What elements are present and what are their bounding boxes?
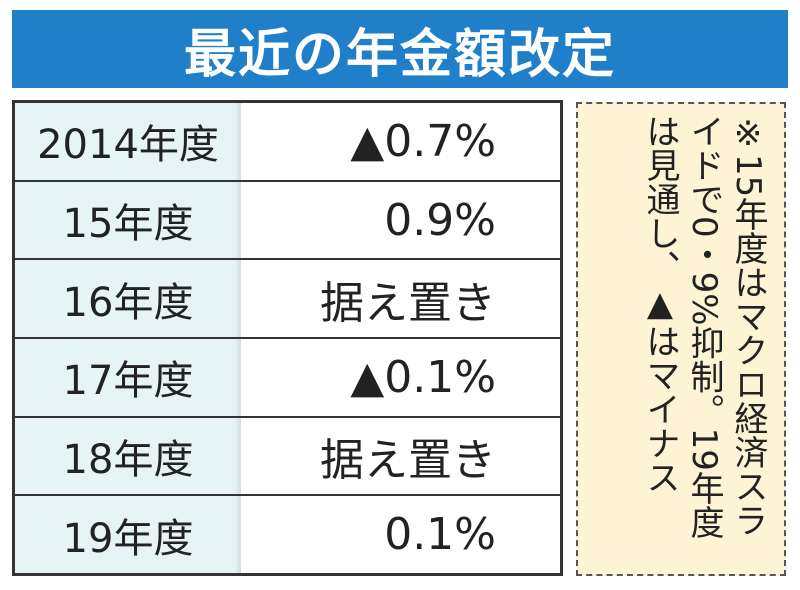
value-cell-2014: ▲0.7% [350, 115, 496, 167]
table-row: 2014年度 ▲0.7% [15, 103, 560, 182]
table-row: 16年度 据え置き [15, 260, 560, 340]
value-cell-2018: 据え置き [320, 435, 496, 487]
year-cell-2015: 15年度 [15, 181, 241, 259]
year-cell-2016: 16年度 [15, 260, 241, 338]
table-row: 15年度 0.9% [15, 181, 560, 261]
value-cell-2019: 0.1% [384, 509, 496, 561]
year-cell-2019: 19年度 [15, 496, 241, 574]
value-cell-2015: 0.9% [384, 194, 496, 246]
table-row: 18年度 据え置き [15, 417, 560, 497]
year-cell-2014: 2014年度 [15, 103, 241, 180]
chart-title: 最近の年金額改定 [183, 24, 616, 85]
year-cell-2018: 18年度 [15, 417, 241, 495]
value-cell-2016: 据え置き [320, 277, 496, 329]
value-cell-2017: ▲0.1% [350, 351, 496, 403]
footnote-box: ※15年度はマクロ経済スライドで0・9%抑制。19年度は見通し、▲はマイナス [576, 102, 786, 576]
year-cell-2017: 17年度 [15, 339, 241, 416]
table-row: 17年度 ▲0.1% [15, 339, 560, 418]
footnote-text: ※15年度はマクロ経済スライドで0・9%抑制。19年度は見通し、▲はマイナス [640, 114, 768, 539]
pension-revision-table: 2014年度 ▲0.7% 15年度 0.9% 16年度 据え置き 17年度 ▲0… [12, 100, 563, 576]
title-banner: 最近の年金額改定 [12, 10, 788, 88]
table-row: 19年度 0.1% [15, 496, 560, 574]
